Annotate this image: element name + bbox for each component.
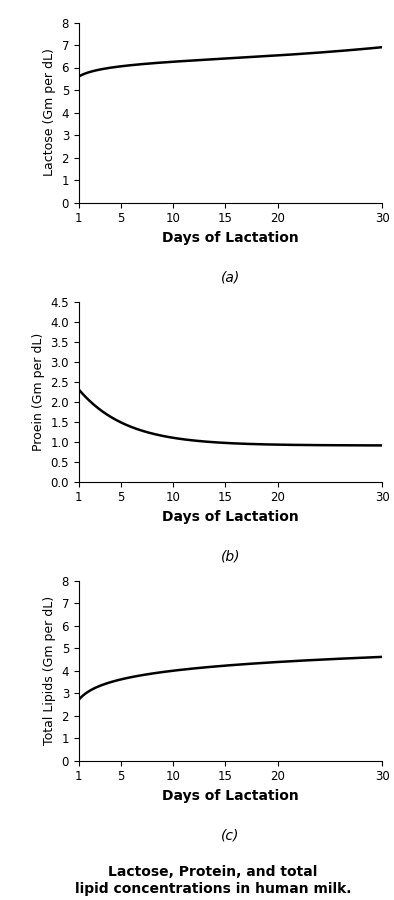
X-axis label: Days of Lactation: Days of Lactation bbox=[162, 788, 299, 803]
Text: Lactose, Protein, and total
lipid concentrations in human milk.: Lactose, Protein, and total lipid concen… bbox=[74, 865, 351, 896]
Y-axis label: Lactose (Gm per dL): Lactose (Gm per dL) bbox=[43, 49, 56, 176]
Text: (c): (c) bbox=[221, 829, 240, 843]
Y-axis label: Proein (Gm per dL): Proein (Gm per dL) bbox=[32, 332, 45, 451]
Text: (a): (a) bbox=[221, 271, 240, 285]
Y-axis label: Total Lipids (Gm per dL): Total Lipids (Gm per dL) bbox=[43, 596, 56, 745]
X-axis label: Days of Lactation: Days of Lactation bbox=[162, 509, 299, 524]
Text: (b): (b) bbox=[221, 550, 240, 564]
X-axis label: Days of Lactation: Days of Lactation bbox=[162, 230, 299, 245]
